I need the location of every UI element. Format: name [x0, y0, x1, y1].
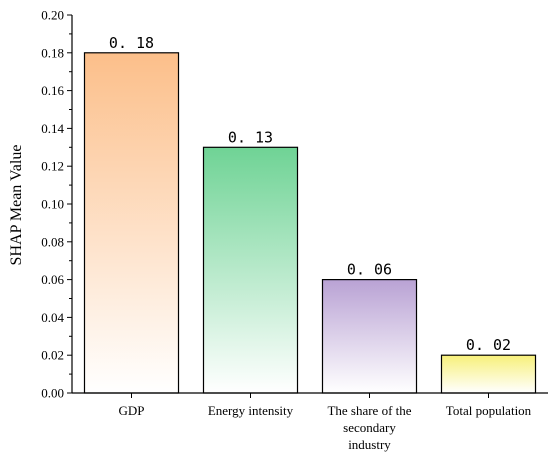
y-tick-label: 0.12: [41, 159, 64, 174]
y-ticks: 0.00 0.02 0.04 0.06 0.08 0.10 0.12 0.14 0.16 0.18…: [41, 8, 72, 401]
y-tick-label: 0.06: [41, 272, 64, 287]
y-tick-label: 0.04: [41, 310, 64, 325]
data-labels: 0. 18 0. 13 0. 06 0. 02: [109, 34, 511, 354]
y-tick-label: 0.20: [41, 8, 64, 23]
y-tick-label: 0.10: [41, 197, 64, 212]
bar-gdp: [83, 52, 180, 394]
x-tick-label: The share of the secondary industry: [327, 403, 411, 452]
data-label: 0. 13: [228, 128, 273, 146]
y-tick-label: 0.18: [41, 45, 64, 60]
bar-energy-intensity: [202, 146, 299, 394]
x-tick-label: Total population: [446, 403, 532, 418]
bar-total-population: [440, 354, 537, 394]
y-axis-title: SHAP Mean Value: [8, 145, 25, 266]
x-category-labels: GDP Energy intensity The share of the secon…: [118, 393, 532, 452]
y-tick-label: 0.14: [41, 121, 64, 136]
y-tick-label: 0.16: [41, 83, 64, 98]
y-tick-label: 0.02: [41, 348, 64, 363]
data-label: 0. 06: [347, 261, 392, 279]
y-tick-label: 0.00: [41, 386, 64, 401]
y-tick-label: 0.08: [41, 234, 64, 249]
data-label: 0. 18: [109, 34, 154, 52]
x-tick-label: GDP: [118, 403, 144, 418]
data-label: 0. 02: [466, 336, 511, 354]
bar-the-share-of-the-secondary-industry: [321, 279, 418, 394]
x-tick-label: Energy intensity: [208, 403, 294, 418]
bars-layer: [83, 52, 537, 394]
